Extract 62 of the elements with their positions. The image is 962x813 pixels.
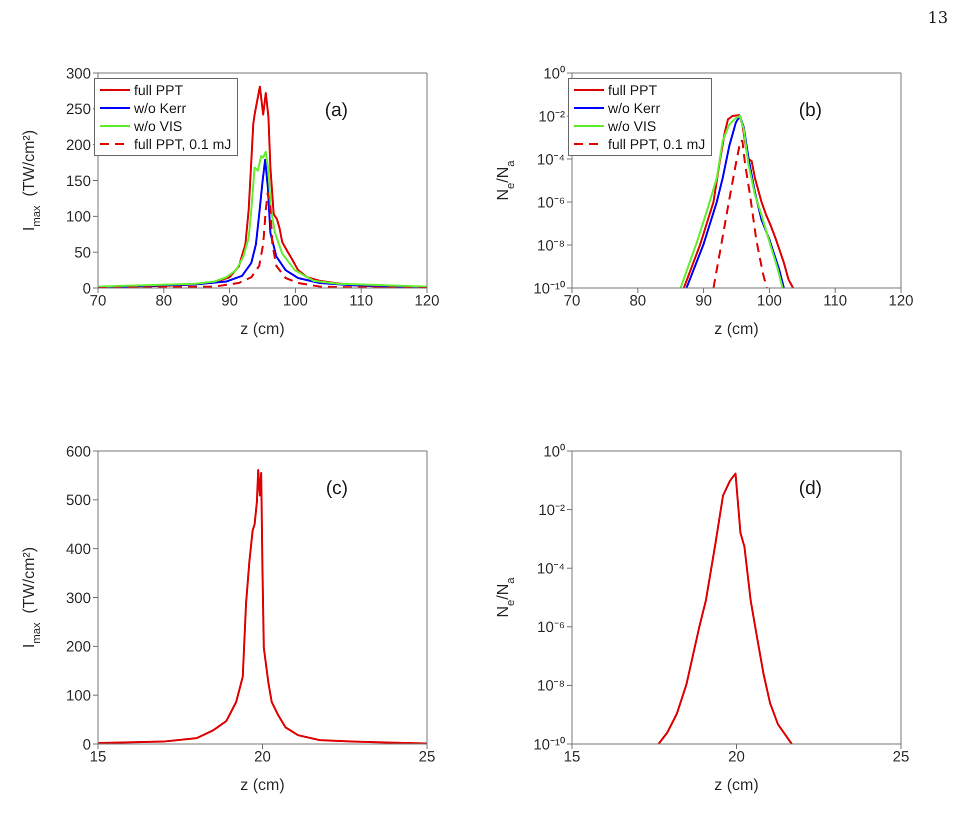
x-tick-label: 90 — [695, 292, 712, 310]
x-tick-label: 110 — [823, 292, 848, 310]
y-tick-label: 10⁻⁴ — [536, 151, 565, 168]
x-tick-label: 80 — [629, 292, 646, 310]
legend-label: w/o Kerr — [608, 100, 660, 116]
x-axis-title: z (cm) — [240, 777, 285, 794]
y-tick-label: 0 — [82, 736, 91, 754]
y-tick-label: 600 — [66, 443, 91, 460]
y-tick-label: 10⁻⁸ — [536, 237, 565, 254]
x-axis-title: z (cm) — [714, 321, 759, 338]
x-tick-label: 70 — [90, 292, 106, 310]
y-tick-label: 0 — [82, 280, 91, 298]
legend-label: full PPT, 0.1 mJ — [608, 136, 706, 152]
x-axis-title: z (cm) — [240, 321, 285, 338]
legend-label: full PPT — [134, 82, 184, 98]
y-tick-label: 100 — [66, 687, 91, 704]
legend-label: w/o VIS — [134, 118, 182, 134]
y-tick-label: 10⁻⁴ — [536, 560, 565, 578]
y-tick-label: 500 — [66, 492, 91, 510]
y-tick-label: 400 — [66, 540, 91, 558]
legend-label: full PPT, 0.1 mJ — [134, 136, 232, 152]
y-tick-label: 10⁻⁶ — [537, 194, 565, 212]
x-tick-label: 100 — [756, 292, 782, 310]
y-tick-label: 10⁻⁸ — [536, 678, 565, 695]
y-tick-label: 200 — [66, 638, 91, 656]
y-tick-label: 10⁰ — [543, 65, 565, 82]
x-tick-label: 25 — [418, 748, 436, 766]
y-tick-label: 300 — [66, 65, 91, 82]
y-tick-label: 150 — [66, 172, 91, 190]
annotation: (b) — [798, 100, 822, 122]
x-tick-label: 15 — [90, 748, 106, 766]
x-tick-label: 80 — [155, 292, 172, 310]
x-tick-label: 120 — [414, 292, 440, 310]
y-tick-label: 10⁻¹⁰ — [533, 280, 565, 298]
x-tick-label: 70 — [564, 292, 580, 310]
x-tick-label: 90 — [221, 292, 238, 310]
y-tick-label: 10⁰ — [543, 443, 565, 460]
y-tick-label: 50 — [74, 244, 91, 262]
annotation: (a) — [324, 100, 348, 122]
y-tick-label: 10⁻² — [538, 108, 565, 126]
annotation: (d) — [798, 478, 822, 500]
y-tick-label: 250 — [66, 101, 91, 118]
annotation: (c) — [326, 478, 348, 500]
x-tick-label: 120 — [888, 292, 914, 310]
y-tick-label: 200 — [66, 136, 91, 154]
legend-label: w/o Kerr — [134, 100, 186, 116]
x-tick-label: 15 — [564, 748, 580, 766]
x-tick-label: 100 — [282, 292, 308, 310]
line-series — [658, 472, 793, 744]
x-tick-label: 110 — [349, 292, 374, 310]
text: 13 — [928, 8, 948, 27]
y-tick-label: 10⁻⁶ — [537, 619, 565, 636]
y-tick-label: 10⁻¹⁰ — [533, 736, 565, 754]
legend-label: w/o VIS — [608, 118, 656, 134]
x-tick-label: 20 — [254, 748, 271, 766]
y-tick-label: 10⁻² — [538, 502, 565, 519]
x-axis-title: z (cm) — [714, 777, 759, 794]
y-tick-label: 300 — [66, 590, 91, 607]
x-tick-label: 20 — [728, 748, 745, 766]
x-tick-label: 25 — [892, 748, 910, 766]
y-tick-label: 100 — [66, 208, 91, 226]
legend-label: full PPT — [608, 82, 658, 98]
